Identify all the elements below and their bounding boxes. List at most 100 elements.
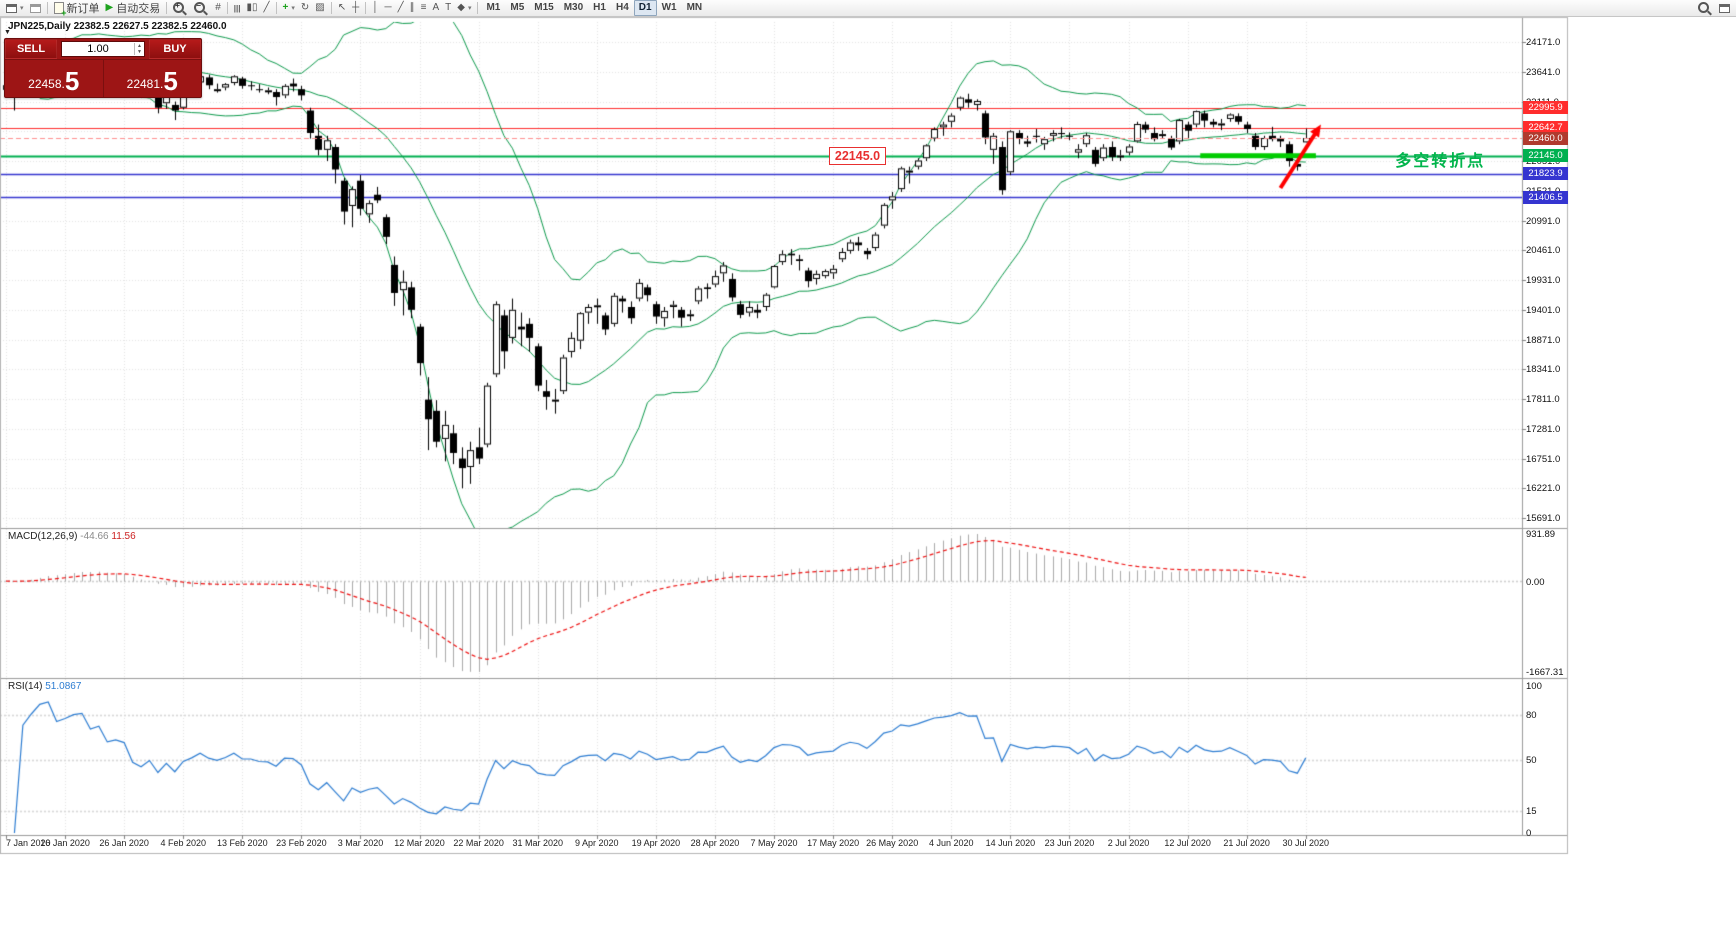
price-line-tag: 21823.9 — [1523, 167, 1568, 181]
trendline-button[interactable]: ╱ — [395, 1, 407, 16]
new-window-button[interactable] — [1716, 1, 1733, 16]
price-axis-label: 19401.0 — [1526, 304, 1561, 316]
buy-price-big: 5 — [163, 66, 178, 96]
text-button[interactable]: A — [429, 1, 442, 16]
buy-price[interactable]: 22481. 5 — [104, 60, 202, 97]
new-order-icon — [53, 2, 67, 18]
date-label: 19 Apr 2020 — [631, 838, 681, 848]
volume-value: 1.00 — [87, 43, 109, 55]
rsi-scale-label: 50 — [1526, 754, 1537, 766]
crosshair-button[interactable]: ┼ — [349, 1, 362, 16]
toolbar-separator — [330, 2, 332, 14]
timeframe-mn[interactable]: MN — [686, 2, 703, 13]
price-axis-label: 16221.0 — [1526, 483, 1561, 495]
date-label: 17 May 2020 — [807, 838, 860, 848]
grid-icon: # — [215, 2, 221, 13]
shapes-icon: ◆ — [457, 2, 465, 13]
toolbar-separator — [46, 2, 48, 14]
bar-chart-button[interactable]: ||| — [231, 1, 244, 16]
macd-name: MACD(12,26,9) — [8, 531, 78, 542]
horizontal-line-button[interactable]: ─ — [381, 1, 394, 16]
rsi-value: 51.0867 — [45, 681, 82, 692]
date-label: 22 Mar 2020 — [453, 838, 504, 848]
date-label: 13 Feb 2020 — [217, 838, 268, 848]
crosshair-icon: ┼ — [352, 2, 360, 13]
zoom-out-button[interactable] — [191, 1, 212, 16]
chart-window-icon — [6, 3, 17, 13]
grid-toggle-button[interactable]: # — [212, 1, 224, 16]
timeframe-w1[interactable]: W1 — [661, 2, 677, 13]
volume-stepper[interactable]: ▲ ▼ — [134, 43, 144, 55]
date-label: 2 Jul 2020 — [1107, 838, 1150, 848]
price-axis-label: 23641.0 — [1526, 66, 1561, 78]
date-label: 12 Jul 2020 — [1164, 838, 1211, 848]
indicators-button[interactable]: + ▾ — [280, 1, 298, 16]
date-label: 21 Jul 2020 — [1223, 838, 1270, 848]
date-label: 31 Mar 2020 — [512, 838, 563, 848]
rsi-panel-label: RSI(14) 51.0867 — [8, 681, 81, 692]
price-axis-label: 20461.0 — [1526, 245, 1561, 257]
volume-input[interactable]: 1.00 ▲ ▼ — [61, 41, 145, 57]
rsi-name: RSI(14) — [8, 681, 43, 692]
cursor-button[interactable]: ↖ — [335, 1, 349, 16]
turning-point-label[interactable]: 多空转折点 — [1395, 152, 1486, 170]
profiles-icon — [29, 3, 41, 13]
timeframe-m15[interactable]: M15 — [534, 2, 554, 13]
timeframe-h4[interactable]: H4 — [615, 2, 629, 13]
date-label: 28 Apr 2020 — [690, 838, 740, 848]
price-axis-label: 20991.0 — [1526, 215, 1561, 227]
buy-button[interactable]: BUY — [149, 39, 201, 59]
price-axis-label: 24171.0 — [1526, 37, 1561, 48]
sell-button[interactable]: SELL — [5, 39, 57, 59]
text-label-button[interactable]: T — [442, 1, 454, 16]
vertical-line-icon: │ — [372, 2, 379, 13]
zoom-in-button[interactable] — [170, 1, 191, 16]
date-label: 3 Mar 2020 — [337, 838, 384, 848]
autotrade-button[interactable]: ▶ 自动交易 — [103, 1, 164, 16]
refresh-button[interactable]: ↻ — [298, 1, 312, 16]
price-axis-label: 18341.0 — [1526, 364, 1561, 376]
trendline-icon: ╱ — [397, 2, 404, 13]
spin-down-icon[interactable]: ▼ — [137, 49, 142, 55]
channel-button[interactable]: ∥ — [407, 1, 418, 16]
timeframe-h1[interactable]: H1 — [593, 2, 606, 13]
date-label: 14 Jun 2020 — [985, 838, 1036, 848]
macd-signal-value: 11.56 — [111, 531, 136, 542]
refresh-icon: ↻ — [300, 2, 310, 13]
buy-price-small: 22481. — [126, 77, 164, 91]
timeframe-m30[interactable]: M30 — [563, 2, 584, 13]
one-click-collapse[interactable]: ▼ — [4, 29, 11, 36]
price-callout[interactable]: 22145.0 — [828, 146, 887, 165]
date-label: 26 Jan 2020 — [99, 838, 149, 848]
macd-panel-label: MACD(12,26,9) -44.66 11.56 — [8, 531, 136, 542]
horizontal-line-icon: ─ — [384, 2, 392, 13]
shapes-button[interactable]: ◆ ▾ — [454, 1, 474, 16]
templates-button[interactable]: ▨ — [312, 1, 327, 16]
chevron-down-icon: ▾ — [467, 5, 472, 12]
date-label: 12 Mar 2020 — [394, 838, 445, 848]
sell-price[interactable]: 22458. 5 — [5, 60, 104, 97]
profiles-button[interactable] — [27, 1, 44, 16]
sell-price-small: 22458. — [28, 77, 65, 91]
sell-price-big: 5 — [64, 66, 80, 96]
vertical-line-button[interactable]: │ — [369, 1, 381, 16]
timeframe-d1[interactable]: D1 — [633, 0, 657, 16]
toolbar-separator — [226, 2, 228, 14]
rsi-scale-label: 100 — [1526, 681, 1542, 692]
timeframe-m1[interactable]: M1 — [486, 2, 501, 13]
new-chart-button[interactable]: ▾ — [3, 1, 27, 16]
rsi-scale-label: 80 — [1526, 710, 1537, 722]
candlestick-button[interactable]: ▮▯ — [244, 1, 261, 16]
channel-icon: ∥ — [409, 2, 415, 13]
toolbar: ▾ 新订单 ▶自动交易 # ||| ▮▯ ╱ +▾ ↻ ▨ ↖ ┼ │ ─ ╱ … — [0, 0, 1736, 18]
spin-up-icon[interactable]: ▲ — [137, 43, 142, 49]
price-line-tag: 22145.0 — [1523, 149, 1568, 163]
date-label: 7 Jan 2020 — [6, 838, 51, 848]
fibonacci-button[interactable]: ≡ — [418, 1, 430, 16]
new-order-button[interactable]: 新订单 — [51, 1, 103, 18]
search-button[interactable] — [1695, 1, 1716, 16]
current-price-tag: 22460.0 — [1523, 131, 1568, 145]
line-chart-button[interactable]: ╱ — [261, 1, 273, 16]
timeframe-m5[interactable]: M5 — [510, 2, 525, 13]
